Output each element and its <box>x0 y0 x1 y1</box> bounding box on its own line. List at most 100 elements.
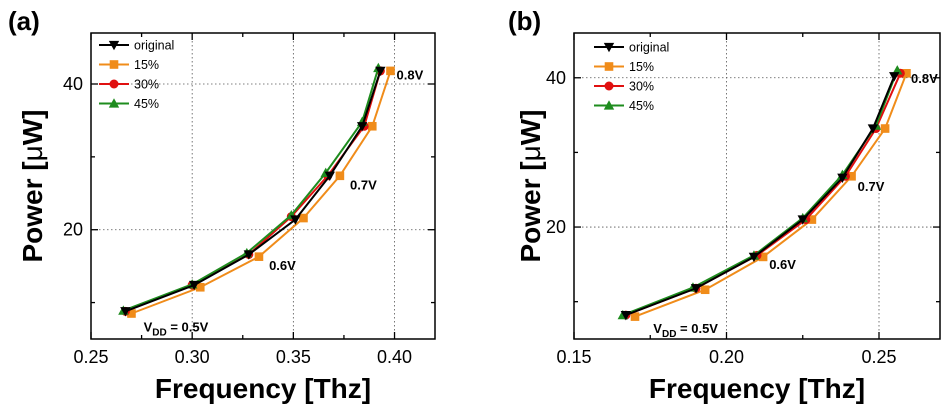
series-line <box>625 75 896 317</box>
y-axis-title-prefix: Power [ <box>515 161 546 262</box>
y-axis-title-suffix: W] <box>515 109 546 145</box>
voltage-annotation: 0.7V <box>858 179 885 194</box>
legend-item: 15% <box>594 60 654 74</box>
legend: original 15% 30% 45% <box>594 41 669 113</box>
y-axis-title-mu: μ <box>17 145 48 161</box>
data-point <box>889 72 900 82</box>
data-point <box>620 310 632 321</box>
y-tick-label: 20 <box>63 220 83 240</box>
legend-label: 15% <box>134 58 159 72</box>
legend-item: original <box>99 39 174 53</box>
panel-label: (a) <box>8 6 40 36</box>
x-tick-label: 0.25 <box>73 347 108 367</box>
x-axis-title: Frequency [Thz] <box>649 373 865 404</box>
series-line <box>622 69 899 317</box>
y-axis-title: Power [μW] <box>515 109 546 262</box>
data-point <box>367 121 377 131</box>
data-point <box>195 282 205 292</box>
plot-frame <box>90 32 436 340</box>
data-point <box>299 213 308 223</box>
data-point <box>254 252 264 261</box>
legend-label: original <box>134 39 174 53</box>
x-tick-label: 0.25 <box>861 347 896 367</box>
legend-marker <box>603 42 615 53</box>
series-15pct <box>630 69 911 321</box>
legend-item: original <box>594 41 669 55</box>
data-point <box>867 124 879 134</box>
vdd-annotation-main: V <box>144 320 153 335</box>
legend-label: original <box>629 41 669 55</box>
legend-item: 15% <box>99 58 159 72</box>
data-point <box>902 69 911 78</box>
data-point <box>127 309 136 318</box>
x-tick-label: 0.20 <box>709 347 744 367</box>
series-original <box>620 72 900 321</box>
series-30pct <box>120 66 385 316</box>
data-point <box>690 284 702 294</box>
data-point <box>375 66 386 77</box>
data-point <box>758 252 768 262</box>
legend-label: 45% <box>134 97 159 111</box>
data-point <box>120 307 131 317</box>
legend-item: 30% <box>99 78 159 92</box>
voltage-annotation: 0.7V <box>350 178 377 193</box>
x-tick-label: 0.40 <box>377 347 412 367</box>
panel-label: (b) <box>508 6 541 36</box>
series-line <box>123 67 380 312</box>
data-point <box>700 285 710 295</box>
legend-label: 30% <box>134 78 159 92</box>
legend-marker <box>108 40 120 51</box>
series-15pct <box>127 66 395 318</box>
series-line <box>634 72 908 318</box>
data-point <box>189 280 200 291</box>
legend-marker <box>603 100 615 110</box>
voltage-annotation: 0.8V <box>911 71 938 86</box>
y-tick-label: 40 <box>546 68 566 88</box>
chart-panel-b: (b) 0.15 0.20 0.25 20 40 Frequency [Thz] Power … <box>508 6 941 404</box>
data-point <box>880 124 890 133</box>
plot-frame <box>573 32 941 340</box>
legend-label: 30% <box>629 80 654 94</box>
legend-marker <box>108 98 120 108</box>
data-point <box>356 122 368 132</box>
series-line <box>125 70 382 313</box>
legend-item: 30% <box>594 80 654 94</box>
series-original <box>120 66 386 317</box>
chart-panel-a: (a) 0.25 0.30 0.35 0.40 20 40 Frequency [Thz] Po… <box>8 6 436 404</box>
voltage-annotation: 0.6V <box>769 257 796 272</box>
legend-label: 45% <box>629 99 654 113</box>
legend-item: 45% <box>594 99 654 113</box>
data-point <box>290 215 301 225</box>
voltage-annotation: 0.8V <box>397 68 424 83</box>
y-axis-title-suffix: W] <box>17 109 48 145</box>
data-point <box>630 312 640 321</box>
x-tick-label: 0.15 <box>556 347 591 367</box>
legend-marker <box>604 81 614 91</box>
legend-item: 45% <box>99 97 159 111</box>
legend-marker <box>604 62 614 71</box>
x-tick-label: 0.30 <box>175 347 210 367</box>
voltage-annotation: 0.6V <box>269 258 296 273</box>
data-point <box>243 250 255 260</box>
data-point <box>837 173 848 183</box>
data-point <box>797 215 808 225</box>
y-tick-label: 20 <box>546 217 566 237</box>
x-tick-label: 0.35 <box>276 347 311 367</box>
series-line <box>125 70 382 313</box>
y-tick-label: 40 <box>63 74 83 94</box>
data-point <box>386 66 395 76</box>
x-axis-title: Frequency [Thz] <box>155 373 371 404</box>
y-axis-title: Power [μW] <box>17 109 48 262</box>
data-point <box>324 171 335 181</box>
legend: original 15% 30% 45% <box>99 39 174 111</box>
y-axis-title-mu: μ <box>515 145 546 161</box>
vdd-annotation: VDD = 0.5V <box>653 321 718 340</box>
vdd-annotation: VDD = 0.5V <box>144 320 209 339</box>
vdd-annotation-sub: DD <box>152 328 166 339</box>
vdd-annotation-sub: DD <box>662 329 676 340</box>
vdd-annotation-rest: = 0.5V <box>167 320 209 335</box>
data-point <box>807 215 817 224</box>
data-point <box>847 171 856 181</box>
data-point <box>335 171 345 181</box>
